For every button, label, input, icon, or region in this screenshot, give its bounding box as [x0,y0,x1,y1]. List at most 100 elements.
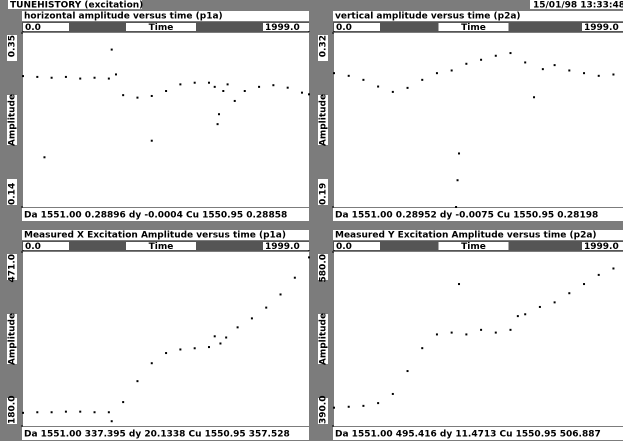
xlabel-box [438,242,509,250]
y-tick-box [318,254,328,280]
y-tick-label: 0.32 [319,35,329,57]
point [22,75,24,78]
point [421,78,424,81]
y-tick-label: 390.0 [319,396,329,424]
x-tick-box [263,23,309,31]
y-tick-box [7,35,17,61]
point [93,76,96,79]
y-tick-box [7,254,17,280]
point [225,336,228,339]
point [524,61,527,64]
point [122,94,125,97]
plot-area [23,33,309,207]
xlabel-box [438,23,509,31]
point [150,362,153,365]
point [391,90,394,93]
point [458,152,461,155]
point [165,352,168,355]
plot-area [334,252,623,426]
point [421,347,424,350]
point [553,64,556,67]
status-box [22,427,309,440]
status-text: Da 1551.00 337.395 dy 20.1338 Cu 1550.95… [24,430,290,440]
point [279,293,282,296]
point [50,411,53,414]
point [110,420,113,423]
point [233,99,236,102]
point [107,411,110,414]
x-tick-label: 1999.0 [265,242,300,252]
point [533,96,536,99]
point [568,292,571,295]
panel-title: Measured X Excitation Amplitude versus t… [24,231,286,241]
point [207,81,210,84]
point [43,156,46,159]
panel-title-box [333,230,623,240]
point [516,315,519,318]
y-tick-label: 180.0 [8,396,18,424]
point [377,85,380,88]
point [597,273,600,276]
point [456,179,459,182]
point [207,346,210,349]
x-tick-box [23,23,69,31]
point [480,58,483,61]
y-tick-label: 0.14 [8,183,18,205]
point [509,52,512,55]
point [450,69,453,72]
point [612,267,615,270]
point [597,74,600,77]
x-tick-box [582,242,623,250]
y-tick-box [318,179,328,205]
point [308,93,310,96]
point [50,76,53,79]
point [362,404,365,407]
point [465,62,468,65]
point [114,73,117,76]
y-axis-label: Amplitude [8,313,18,365]
point [435,72,438,75]
point [79,77,82,80]
y-tick-label: 580.0 [319,254,329,282]
y-tick-box [318,398,328,424]
x-axis-label: Time [149,23,174,33]
point [391,392,394,395]
point [64,410,67,413]
point [450,331,453,334]
point [179,83,182,86]
point [213,85,216,88]
point [136,380,139,383]
status-text: Da 1551.00 495.416 dy 11.4713 Cu 1550.95… [335,430,601,440]
point [258,85,261,88]
panel-title: Measured Y Excitation Amplitude versus t… [335,231,597,241]
plot-area [334,33,623,207]
point [455,206,458,208]
point [218,113,221,116]
x-tick-label: 0.0 [25,242,41,252]
point [36,75,39,78]
point [406,370,409,373]
timestamp-box [530,0,623,9]
point [22,411,24,414]
point [347,405,350,408]
x-tick-label: 0.0 [336,242,352,252]
point [165,90,168,92]
y-tick-box [7,398,17,424]
point [583,72,586,75]
point [243,90,246,92]
x-tick-box [334,242,380,250]
point [150,139,153,142]
status-box [22,208,309,221]
point [406,86,409,89]
timestamp: 15/01/98 13:33:48 [533,1,623,11]
point [553,301,556,304]
point [179,348,182,351]
point [136,96,139,99]
point [272,84,275,87]
point [193,81,196,84]
panel-title-box [333,11,623,21]
y-axis-label: Amplitude [319,94,329,146]
ylabel-box [7,314,17,364]
point [193,347,196,350]
point [226,83,229,86]
